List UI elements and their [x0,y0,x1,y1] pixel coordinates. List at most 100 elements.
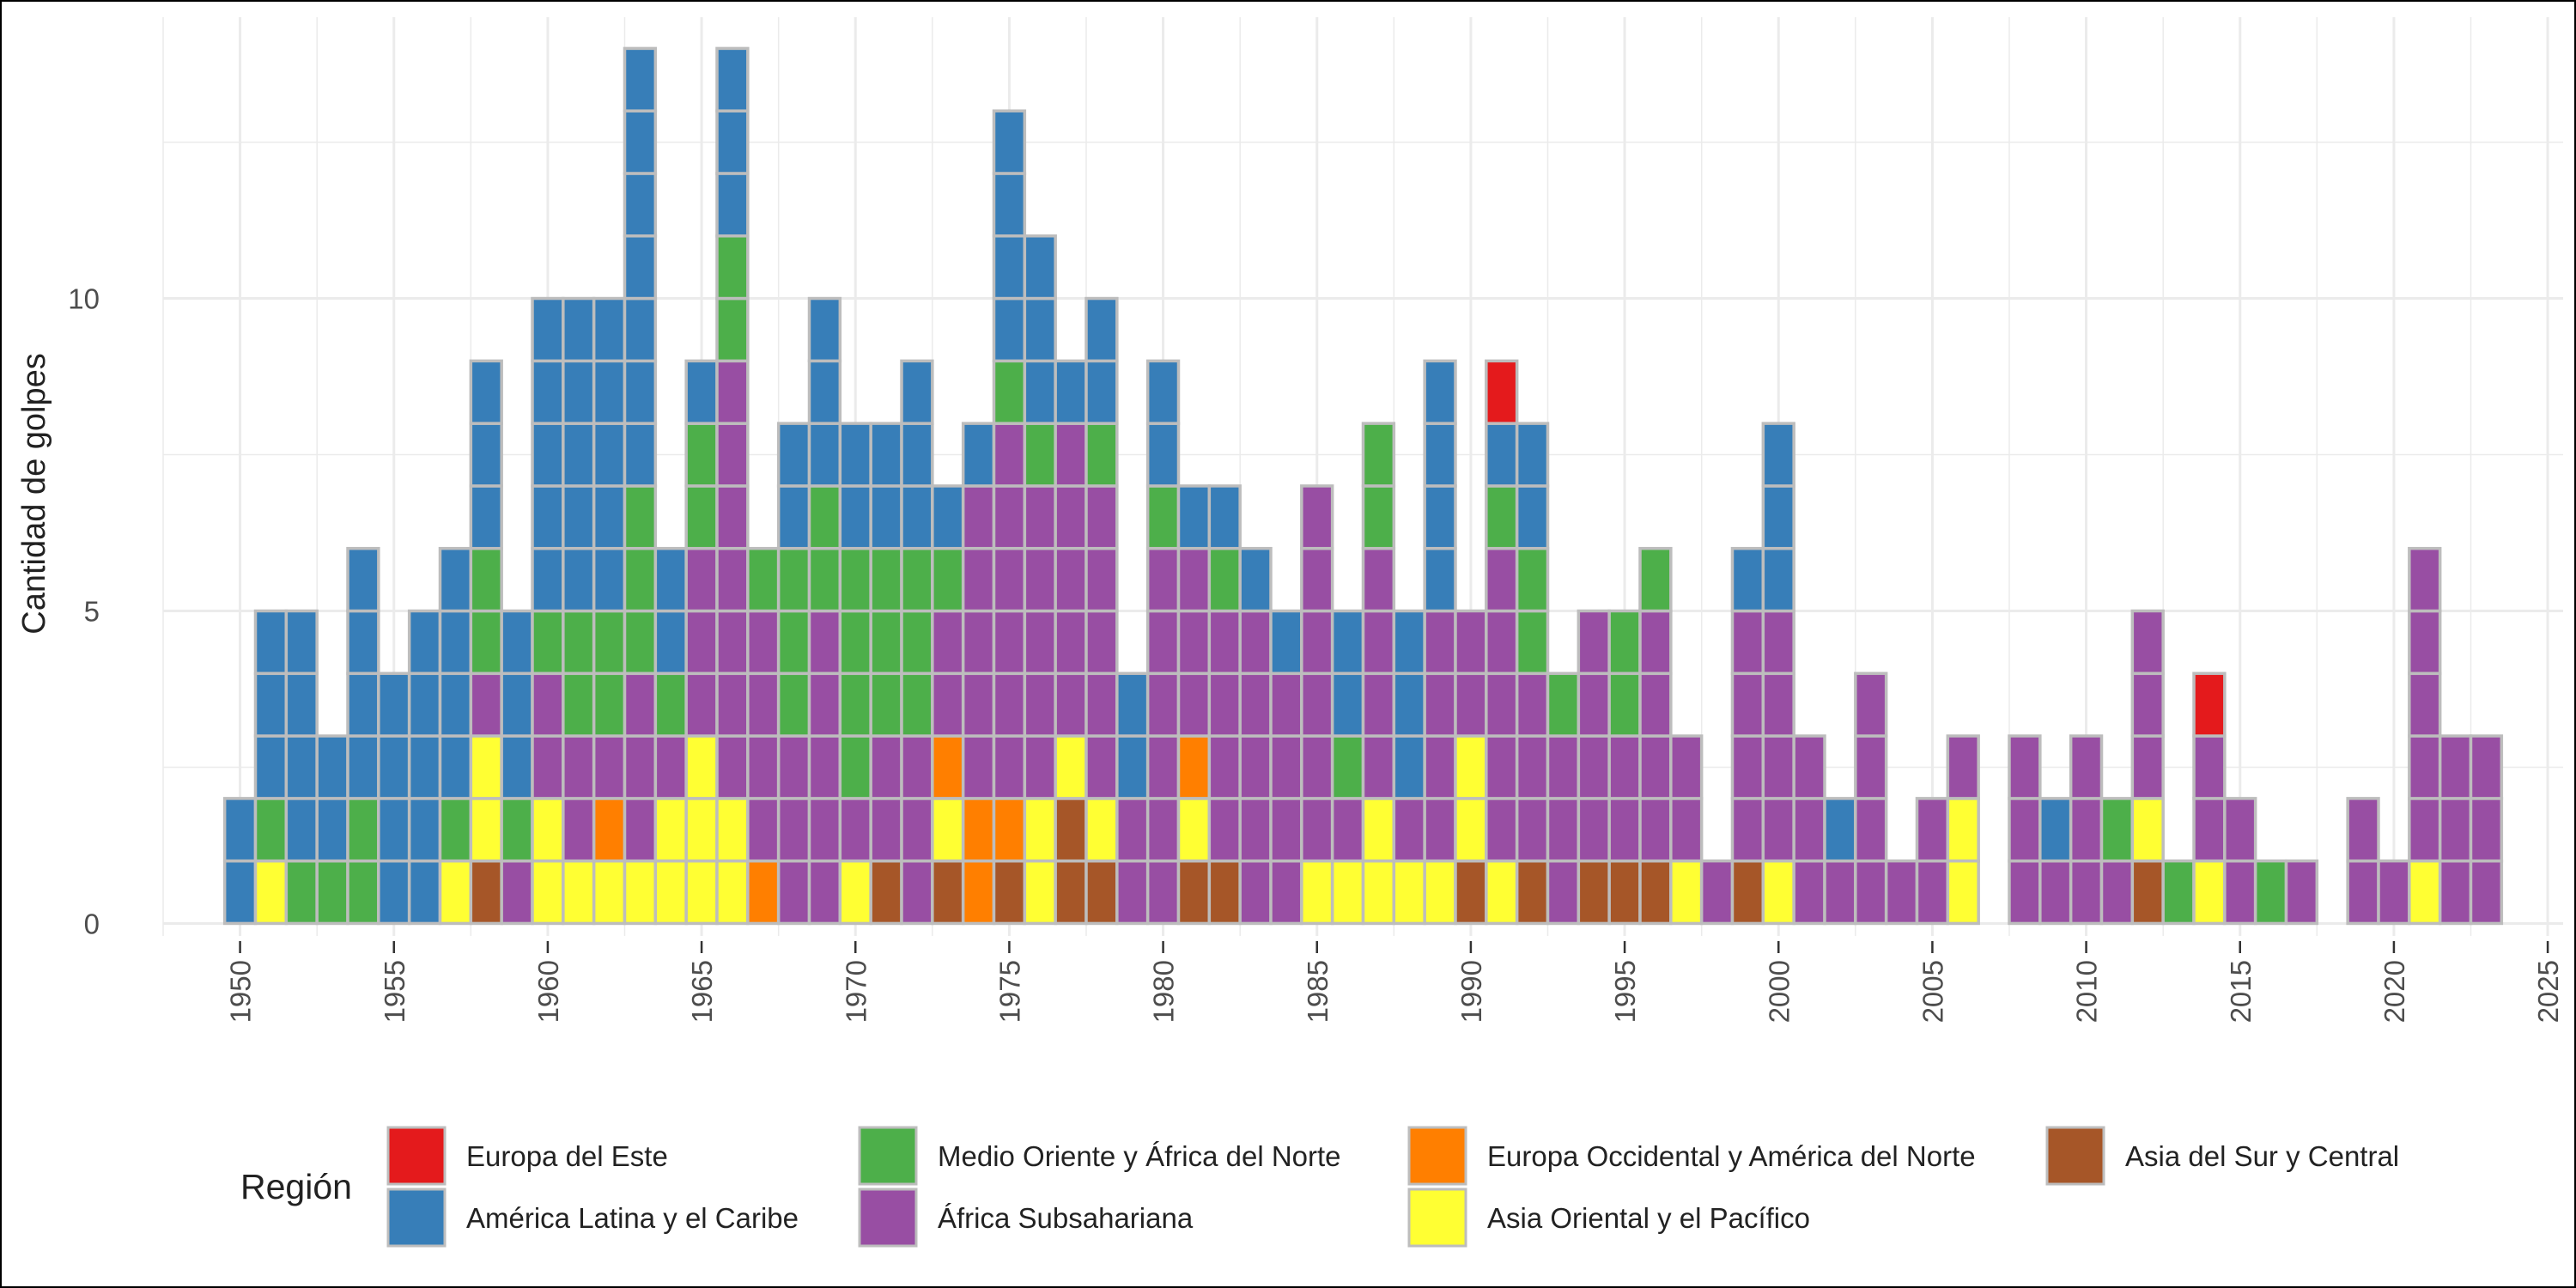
legend-label-sa: Asia del Sur y Central [2125,1140,2399,1172]
bar-tile-af-1980 [1145,671,1181,738]
bar-tile-sa-2012 [2130,859,2165,926]
bar-tile-la-1953 [315,734,349,800]
bar-tile-af-2012 [2130,734,2165,800]
bar-tile-la-1974 [961,422,996,488]
bar-tile-af-2004 [1884,859,1919,926]
bar-tile-af-1958 [469,671,503,738]
bar-tile-me-1972 [900,671,934,738]
bar-tile-af-2000 [1761,734,1795,800]
bar-tile-af-1979 [1115,859,1150,926]
bar-tile-ea-1966 [715,797,750,863]
bar-tile-af-1988 [1392,797,1426,863]
bar-tile-la-1963 [623,422,658,488]
bar-tile-af-1991 [1485,734,1519,800]
bar-tile-af-1974 [961,609,996,676]
bar-tile-la-1977 [1054,359,1088,425]
bar-tile-af-1993 [1546,797,1581,863]
bar-tile-af-1999 [1730,797,1765,863]
bar-tile-af-1980 [1145,859,1181,926]
bar-tile-af-2012 [2130,609,2165,676]
bar-tile-me-1968 [776,609,811,676]
bar-tile-af-1972 [900,734,934,800]
bar-tile-af-1982 [1207,609,1242,676]
bar-tile-me-1970 [838,609,872,676]
x-tick-label: 1990 [1455,960,1487,1023]
bar-tile-la-1988 [1392,609,1426,676]
bar-tile-la-2000 [1761,422,1795,488]
bar-tile-af-1973 [931,671,965,738]
bar-tile-af-1982 [1207,797,1242,863]
bar-tile-ea-1961 [562,859,596,926]
bar-tile-ea-1963 [623,859,658,926]
bar-tile-af-1994 [1577,797,1611,863]
bar-tile-af-2022 [2438,734,2473,800]
bar-tile-af-1984 [1269,797,1303,863]
legend-swatch-me [858,1126,918,1186]
bar-tile-me-1966 [715,296,750,363]
bar-tile-we-1975 [992,797,1027,863]
bar-tile-me-1958 [469,546,503,613]
bar-tile-la-1999 [1730,546,1765,613]
bar-tile-af-1971 [869,797,903,863]
bar-tile-la-2009 [2038,797,2073,863]
bar-tile-ea-1960 [531,797,565,863]
legend-swatch-ee [386,1126,447,1186]
bar-tile-af-2023 [2469,859,2504,926]
bar-tile-me-1964 [653,671,688,738]
bar-tile-af-1975 [992,484,1027,550]
bar-tile-af-1980 [1145,797,1181,863]
bar-tile-af-1969 [807,671,842,738]
bar-tile-me-1961 [562,609,596,676]
bar-tile-af-1985 [1300,484,1334,550]
x-tick-label: 1950 [225,960,257,1023]
bar-tile-af-1997 [1669,734,1704,800]
legend-label-ee: Europa del Este [466,1140,668,1172]
bar-tile-la-1971 [869,422,903,488]
bar-tile-me-1971 [869,609,903,676]
bar-tile-af-1966 [715,359,750,425]
bar-tile-af-1985 [1300,797,1334,863]
bar-tile-la-1976 [1023,234,1057,301]
bar-tile-sa-1994 [1577,859,1611,926]
y-tick-label: 5 [84,595,100,627]
bar-tile-la-1972 [900,484,934,550]
bar-tile-af-1993 [1546,734,1581,800]
legend-swatch-sa [2045,1126,2105,1186]
bar-tile-af-1980 [1145,609,1181,676]
bar-tile-af-2001 [1792,734,1826,800]
bar-tile-me-1971 [869,546,903,613]
bar-tile-ea-1990 [1454,734,1488,800]
bar-tile-la-1966 [715,172,750,238]
legend-swatch-la [386,1188,447,1248]
bar-tile-la-1958 [469,484,503,550]
bar-tile-me-1972 [900,546,934,613]
bar-tile-af-2000 [1761,671,1795,738]
bar-tile-af-1989 [1423,797,1457,863]
bar-tile-af-1991 [1485,797,1519,863]
bar-tile-me-1962 [592,671,627,738]
bar-tile-ea-2000 [1761,859,1795,926]
bar-tile-la-1963 [623,359,658,425]
bar-tile-ea-1986 [1330,859,1365,926]
bar-tile-af-1965 [684,609,719,676]
bar-tile-me-1960 [531,609,565,676]
x-tick-label: 1995 [1609,960,1641,1023]
bar-tile-la-1962 [592,359,627,425]
bar-tile-af-1968 [776,797,811,863]
bar-tile-la-1970 [838,422,872,488]
bar-tile-la-1989 [1423,422,1457,488]
bar-tile-we-1981 [1176,734,1212,800]
bar-tile-af-1976 [1023,734,1057,800]
bar-tile-af-1987 [1361,734,1396,800]
bar-tile-la-1978 [1084,296,1119,363]
bar-tile-la-1975 [992,234,1027,301]
bar-tile-ea-1977 [1054,734,1088,800]
bar-tile-la-1980 [1145,359,1181,425]
bar-tile-af-1975 [992,422,1027,488]
bar-tile-la-1951 [253,609,289,676]
bar-tile-af-1981 [1176,546,1212,613]
bar-tile-af-2003 [1854,671,1888,738]
bar-tile-la-1978 [1084,359,1119,425]
bar-tile-me-1954 [346,859,380,926]
